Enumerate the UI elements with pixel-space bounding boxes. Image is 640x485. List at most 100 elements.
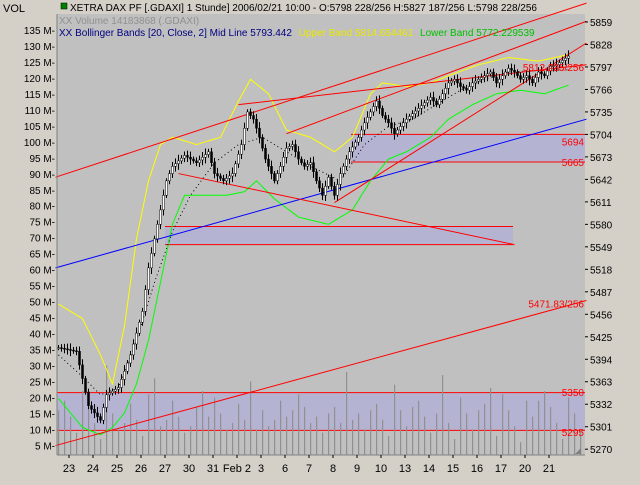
- price-bar-body: [153, 238, 156, 254]
- price-bar-body: [492, 71, 495, 78]
- price-bar-body: [465, 88, 468, 91]
- price-bar-body: [378, 100, 381, 109]
- volume-bar: [538, 400, 540, 455]
- price-tick-label: 5611: [590, 198, 612, 209]
- price-bar-body: [270, 166, 273, 174]
- volume-tick-label: 80 M-: [29, 202, 55, 213]
- price-bar-body: [471, 82, 474, 87]
- price-bar-body: [561, 60, 564, 63]
- volume-bar: [442, 375, 444, 455]
- price-bar-body: [498, 79, 501, 84]
- price-bar-body: [513, 69, 516, 73]
- price-bar-body: [126, 362, 129, 372]
- volume-tick-label: 105 M-: [24, 122, 55, 133]
- volume-bar: [502, 394, 504, 455]
- volume-bar: [460, 397, 462, 455]
- red-trend-line: [286, 20, 587, 135]
- trend-lines: [55, 2, 587, 447]
- price-bar-body: [249, 111, 252, 116]
- price-tick-label: 5456: [590, 310, 613, 321]
- date-tick-label: Feb 2: [223, 463, 251, 475]
- blue-trend-line: [55, 118, 587, 269]
- volume-bar: [418, 400, 420, 455]
- price-bar-body: [138, 322, 141, 334]
- volume-bar: [166, 419, 168, 455]
- price-bar-body: [123, 370, 126, 380]
- volume-tick-label: 20 M-: [29, 393, 55, 404]
- date-tick-label: 20: [519, 463, 531, 475]
- resize-grip-icon[interactable]: [575, 448, 581, 454]
- price-bar-body: [159, 209, 162, 225]
- price-bar-body: [267, 158, 270, 167]
- price-bar-body: [165, 180, 168, 196]
- price-bar-body: [66, 348, 69, 351]
- price-bar-body: [78, 351, 81, 366]
- price-bar-body: [519, 75, 522, 80]
- volume-tick-label: 115 M-: [25, 90, 55, 101]
- price-bar-body: [225, 178, 228, 182]
- volume-bar: [400, 410, 402, 455]
- volume-tick-label: 130 M-: [24, 42, 55, 53]
- price-bar-body: [252, 115, 255, 120]
- price-bar-body: [555, 64, 558, 67]
- date-tick-label: 24: [87, 463, 99, 475]
- volume-bar: [436, 413, 438, 455]
- chart-color-icon: [60, 2, 68, 10]
- volume-bar: [70, 416, 72, 455]
- volume-bar: [382, 419, 384, 455]
- volume-bar: [130, 403, 132, 455]
- price-bar-body: [435, 100, 438, 105]
- price-bar-body: [297, 151, 300, 160]
- price-tick-label: 5766: [590, 85, 613, 96]
- price-bar-body: [408, 116, 411, 120]
- price-bar-body: [189, 157, 192, 160]
- price-bar-body: [567, 55, 570, 59]
- price-bar-body: [105, 394, 108, 408]
- price-bar-body: [216, 173, 219, 177]
- price-bar-body: [402, 122, 405, 127]
- price-bar-body: [372, 106, 375, 113]
- date-tick-label: 26: [135, 463, 147, 475]
- date-tick-label: 31: [207, 463, 219, 475]
- price-bar-body: [93, 409, 96, 414]
- volume-bar: [484, 403, 486, 455]
- price-bar-body: [552, 65, 555, 67]
- price-bar-body: [336, 184, 339, 196]
- price-bar-body: [447, 82, 450, 89]
- price-bar-body: [141, 311, 144, 323]
- volume-bar: [286, 416, 288, 455]
- price-bar-body: [84, 378, 87, 393]
- volume-bar: [454, 439, 456, 455]
- volume-tick-label: 30 M-: [29, 362, 55, 373]
- price-tick-label: 5301: [590, 423, 613, 434]
- price-bar-body: [429, 97, 432, 101]
- price-bar-body: [384, 115, 387, 120]
- volume-bar: [352, 419, 354, 455]
- date-tick-label: 16: [471, 463, 483, 475]
- price-bar-body: [222, 178, 225, 182]
- volume-bar: [430, 432, 432, 455]
- volume-bar: [154, 378, 156, 455]
- level-label: 5665: [562, 158, 585, 169]
- volume-bar: [142, 435, 144, 455]
- price-bar-body: [192, 158, 195, 162]
- date-tick-label: 25: [111, 463, 123, 475]
- volume-bar: [172, 400, 174, 455]
- price-bar-body: [558, 62, 561, 66]
- price-bar-body: [462, 86, 465, 89]
- price-bar-body: [441, 93, 444, 100]
- volume-tick-label: 55 M-: [29, 282, 55, 293]
- price-bar-body: [129, 354, 132, 364]
- volume-tick-label: 100 M-: [24, 138, 55, 149]
- volume-tick-label: 35 M-: [29, 346, 55, 357]
- highlight-zones: [57, 133, 585, 431]
- volume-bar: [118, 429, 120, 455]
- date-tick-label: 17: [495, 463, 507, 475]
- price-bar-body: [375, 100, 378, 107]
- date-tick-label: 7: [306, 463, 312, 475]
- price-bar-body: [327, 176, 330, 187]
- volume-bar: [280, 400, 282, 455]
- volume-bar: [556, 423, 558, 455]
